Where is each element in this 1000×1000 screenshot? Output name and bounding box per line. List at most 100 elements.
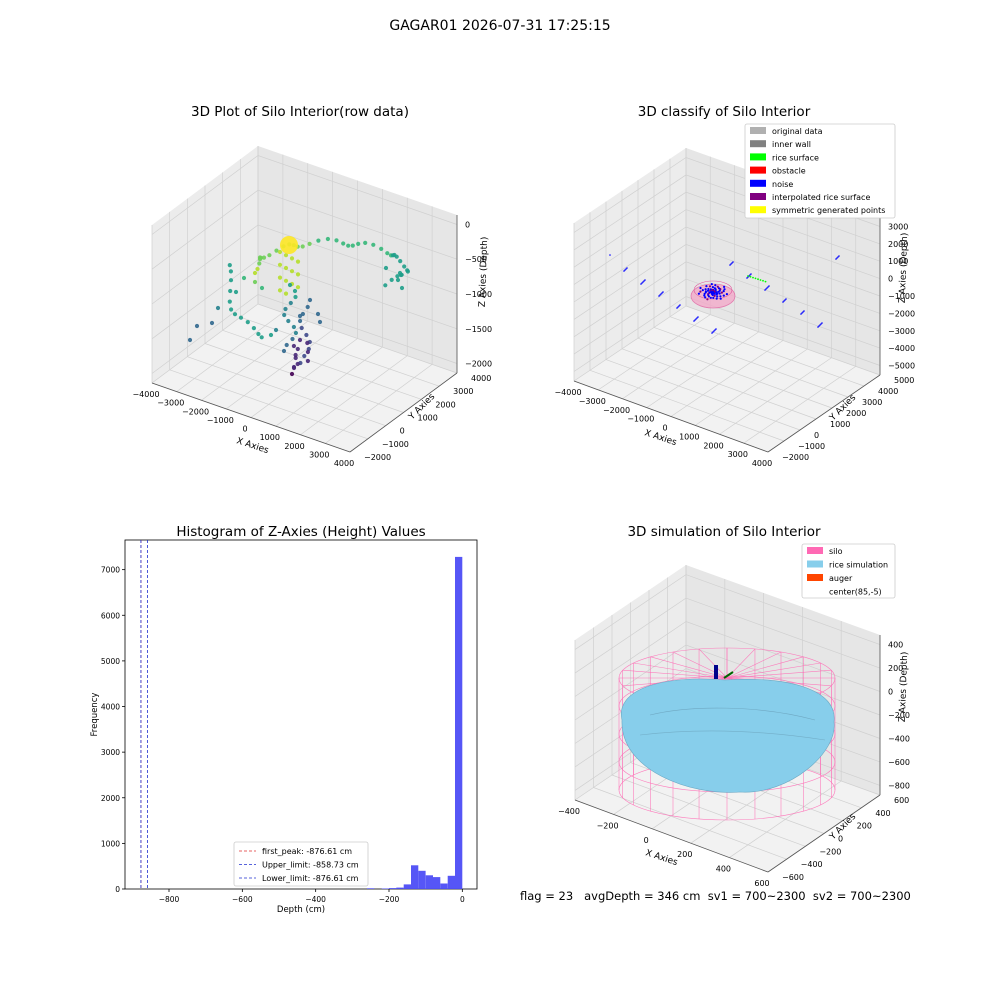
p1-y-tick-label: −2000 [364, 453, 391, 462]
data-point [283, 291, 289, 296]
p1-gridline [169, 369, 368, 440]
p2-legend-swatch [750, 153, 766, 161]
data-point [662, 291, 664, 293]
p2-z-tick-label: 0 [888, 275, 893, 284]
rice-surface-contour [649, 707, 816, 721]
data-point [640, 283, 642, 285]
data-point [625, 268, 627, 270]
data-point [705, 285, 708, 288]
p3-y-tick-label: 1000 [101, 839, 120, 848]
histogram-bar [381, 888, 389, 889]
p2-gridline [653, 327, 849, 398]
p1-x-tick-label: 4000 [334, 459, 354, 468]
rice-surface-contour [639, 730, 826, 741]
p2-gridline [669, 316, 865, 387]
data-point [643, 280, 645, 282]
p3-legend: first_peak: -876.61 cm Upper_limit: -858.… [233, 841, 369, 887]
data-point [701, 289, 704, 292]
p3-y-axis-label: Frequency [90, 693, 100, 737]
p4-z-tick-label: 200 [888, 664, 903, 673]
p4-gridline [574, 621, 881, 697]
data-point [284, 342, 289, 348]
data-point [704, 288, 707, 291]
data-point [316, 238, 321, 243]
data-point [389, 277, 394, 282]
data-point [245, 320, 250, 325]
data-point [660, 293, 662, 295]
data-point [716, 295, 719, 298]
histogram-bar [433, 877, 441, 889]
data-point [315, 311, 321, 317]
data-point [302, 353, 307, 359]
p4-z-tick-label: 0 [888, 688, 893, 697]
data-point [383, 265, 389, 271]
data-point [720, 291, 724, 294]
data-point [800, 313, 802, 315]
p4-legend: silo rice simulation auger center(85,-5) [801, 543, 896, 599]
data-point [273, 327, 279, 333]
p2-x-tick-label: −2000 [603, 406, 630, 415]
data-point [295, 285, 301, 290]
data-point [759, 279, 762, 281]
p2-gridline [637, 337, 833, 409]
data-point [299, 325, 304, 331]
p2-legend-label: original data [772, 127, 823, 136]
p3-y-tick-label: 6000 [101, 611, 120, 620]
p4-z-tick-label: 400 [888, 641, 903, 650]
p4-y-axis-line [767, 794, 881, 873]
data-point [709, 296, 712, 299]
data-point [289, 256, 295, 261]
data-point [241, 275, 247, 281]
p2-gridline [646, 331, 759, 408]
data-point [725, 293, 729, 296]
p2-gridline [695, 348, 808, 426]
p3-y-tick-label: 3000 [101, 748, 120, 757]
p1-y-tick-label: 1000 [418, 414, 438, 423]
data-point [708, 291, 711, 294]
p2-legend-swatch [750, 179, 766, 187]
data-point [295, 259, 301, 264]
p1-y-tick-label: 4000 [471, 374, 491, 383]
data-point [229, 307, 234, 312]
p4-x-tick-label: 0 [644, 836, 649, 845]
data-point [641, 282, 643, 284]
data-point [703, 294, 706, 297]
data-point [712, 331, 714, 333]
data-point [398, 259, 403, 264]
p3-x-tick-label: −600 [232, 895, 253, 904]
data-point [215, 305, 221, 311]
p4-legend-frame [801, 543, 896, 599]
histogram-bar [447, 875, 455, 889]
data-point [784, 299, 786, 301]
p1-y-tick-label: −1000 [382, 440, 409, 449]
p2-z-axis-label: Z Axies (Depth) [898, 233, 910, 304]
data-point [334, 238, 339, 243]
p1-gridline [257, 303, 458, 374]
data-point [289, 371, 295, 377]
data-point [398, 272, 404, 278]
p1-gridline [187, 356, 386, 426]
data-point [679, 304, 681, 306]
data-point [402, 264, 407, 269]
data-point [341, 241, 346, 246]
p2-gridline [573, 244, 881, 320]
p2-legend-label: symmetric generated points [772, 206, 885, 215]
p1-z-tick-label: −1500 [465, 325, 492, 334]
histogram-bar [411, 865, 419, 889]
p4-x-tick-label: −200 [597, 821, 619, 830]
data-point [837, 256, 839, 258]
p2-y-tick-label: 4000 [878, 387, 898, 396]
p2-gridline [573, 305, 687, 382]
p1-points [187, 236, 410, 377]
panel3-title: Histogram of Z-Axies (Height) Values [176, 524, 426, 540]
data-point-cluster [280, 236, 298, 254]
data-point [752, 276, 754, 279]
data-point [293, 355, 298, 361]
center-marker [723, 671, 734, 679]
p4-legend-label: rice simulation [829, 561, 888, 570]
data-point [706, 289, 710, 292]
p4-axes: −400−2000200400600−600−400−2000200400600… [558, 543, 910, 888]
p2-x-axis-line [573, 380, 769, 453]
p4-legend-label: center(85,-5) [829, 588, 882, 597]
p1-z-tick-label: −2000 [465, 360, 492, 369]
